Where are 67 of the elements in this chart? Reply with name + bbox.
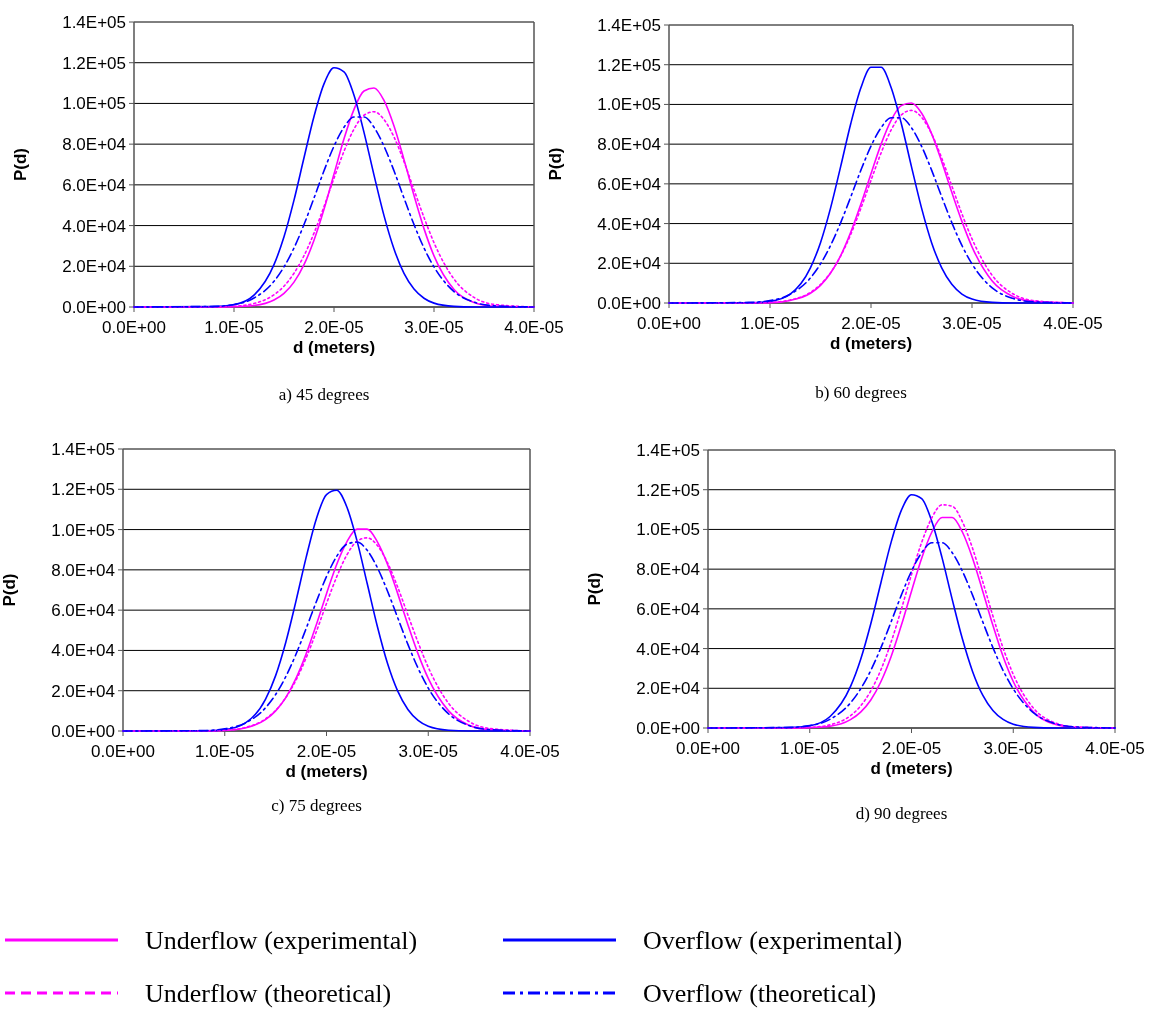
y-tick-label: 1.4E+05 bbox=[51, 439, 115, 459]
y-tick-label: 6.0E+04 bbox=[51, 601, 115, 621]
legend-label: Underflow (experimental) bbox=[145, 925, 418, 955]
text: a) 45 degrees bbox=[278, 385, 370, 404]
x-tick-label: 3.0E-05 bbox=[942, 314, 1002, 333]
y-tick-label: 8.0E+04 bbox=[62, 135, 126, 155]
y-tick-label: 6.0E+04 bbox=[636, 599, 700, 619]
y-tick-label: 1.4E+05 bbox=[62, 12, 126, 32]
y-tick-label: 2.0E+04 bbox=[597, 254, 661, 274]
y-axis-title: P(d) bbox=[11, 147, 30, 182]
y-tick-label: 2.0E+04 bbox=[51, 681, 115, 701]
x-axis-title: d (meters) bbox=[292, 338, 376, 357]
y-axis-title: P(d) bbox=[546, 147, 565, 181]
x-tick-label: 4.0E-05 bbox=[504, 318, 564, 337]
y-tick-label: 1.2E+05 bbox=[597, 55, 661, 75]
y-tick-label: 8.0E+04 bbox=[51, 560, 115, 580]
y-tick-label: 4.0E+04 bbox=[597, 214, 661, 234]
y-tick-label: 0.0E+00 bbox=[597, 293, 661, 313]
x-tick-label: 4.0E-05 bbox=[500, 742, 560, 761]
x-tick-label: 1.0E-05 bbox=[204, 318, 264, 337]
y-tick-label: 0.0E+00 bbox=[51, 721, 115, 741]
x-tick-label: 1.0E-05 bbox=[740, 314, 800, 333]
text: c) 75 degrees bbox=[271, 796, 362, 815]
y-tick-label: 1.4E+05 bbox=[636, 440, 700, 460]
y-tick-label: 0.0E+00 bbox=[62, 297, 126, 317]
x-tick-label: 3.0E-05 bbox=[398, 742, 459, 761]
x-tick-label: 0.0E+00 bbox=[102, 318, 166, 337]
y-tick-label: 1.2E+05 bbox=[51, 480, 115, 500]
y-tick-label: 1.0E+05 bbox=[636, 520, 700, 540]
y-tick-label: 1.2E+05 bbox=[636, 480, 700, 500]
y-tick-label: 4.0E+04 bbox=[51, 641, 115, 661]
y-tick-label: 4.0E+04 bbox=[636, 639, 700, 659]
x-tick-label: 4.0E-05 bbox=[1085, 739, 1145, 758]
x-tick-label: 2.0E-05 bbox=[296, 742, 357, 761]
x-axis-title: d (meters) bbox=[829, 334, 913, 353]
y-tick-label: 6.0E+04 bbox=[62, 175, 126, 195]
x-tick-label: 2.0E-05 bbox=[881, 739, 942, 758]
x-axis-title: d (meters) bbox=[285, 762, 368, 781]
legend-label: Underflow (theoretical) bbox=[145, 978, 392, 1008]
x-tick-label: 0.0E+00 bbox=[91, 742, 155, 761]
x-tick-label: 0.0E+00 bbox=[676, 739, 740, 758]
y-tick-label: 1.0E+05 bbox=[597, 95, 661, 115]
y-axis-title: P(d) bbox=[585, 572, 604, 606]
x-tick-label: 4.0E-05 bbox=[1043, 314, 1103, 333]
x-tick-label: 2.0E-05 bbox=[841, 314, 901, 333]
x-tick-label: 1.0E-05 bbox=[779, 739, 840, 758]
y-tick-label: 1.0E+05 bbox=[51, 520, 115, 540]
y-tick-label: 8.0E+04 bbox=[597, 135, 661, 155]
y-tick-label: 4.0E+04 bbox=[62, 216, 126, 236]
text: b) 60 degrees bbox=[815, 383, 907, 402]
x-axis-title: d (meters) bbox=[870, 759, 953, 778]
legend-label: Overflow (experimental) bbox=[643, 925, 903, 955]
y-tick-label: 1.4E+05 bbox=[597, 15, 661, 35]
y-tick-label: 2.0E+04 bbox=[636, 679, 700, 699]
y-tick-label: 2.0E+04 bbox=[62, 257, 126, 277]
y-tick-label: 1.0E+05 bbox=[62, 94, 126, 114]
x-tick-label: 1.0E-05 bbox=[194, 742, 255, 761]
x-tick-label: 3.0E-05 bbox=[404, 318, 464, 337]
y-tick-label: 1.2E+05 bbox=[62, 53, 126, 73]
y-tick-label: 8.0E+04 bbox=[636, 560, 700, 580]
y-axis-title: P(d) bbox=[0, 573, 19, 607]
x-tick-label: 3.0E-05 bbox=[983, 739, 1044, 758]
legend-label: Overflow (theoretical) bbox=[643, 978, 877, 1008]
y-tick-label: 6.0E+04 bbox=[597, 174, 661, 194]
x-tick-label: 2.0E-05 bbox=[304, 318, 364, 337]
y-tick-label: 0.0E+00 bbox=[636, 718, 700, 738]
text: d) 90 degrees bbox=[855, 804, 948, 823]
